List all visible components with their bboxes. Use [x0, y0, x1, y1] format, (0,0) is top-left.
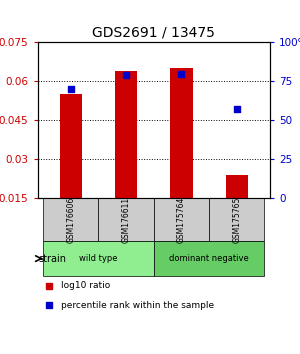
Text: dominant negative: dominant negative [169, 254, 249, 263]
Point [68, 86, 73, 92]
Text: GSM175765: GSM175765 [232, 196, 241, 243]
FancyBboxPatch shape [154, 198, 209, 241]
Text: percentile rank within the sample: percentile rank within the sample [61, 301, 214, 310]
Text: GSM176606: GSM176606 [66, 196, 75, 243]
Point [124, 72, 128, 78]
Point [234, 107, 239, 112]
FancyBboxPatch shape [154, 241, 265, 276]
Bar [60, 95, 82, 198]
Point [179, 71, 184, 76]
FancyBboxPatch shape [209, 198, 265, 241]
Title: GDS2691 / 13475: GDS2691 / 13475 [92, 26, 215, 40]
Bar [226, 175, 248, 198]
FancyBboxPatch shape [98, 198, 154, 241]
Text: GSM176611: GSM176611 [122, 196, 130, 243]
Text: log10 ratio: log10 ratio [61, 281, 110, 290]
Bar [170, 68, 193, 198]
Text: strain: strain [39, 253, 67, 264]
Bar [115, 71, 137, 198]
FancyBboxPatch shape [43, 241, 154, 276]
Text: wild type: wild type [79, 254, 118, 263]
Text: GSM175764: GSM175764 [177, 196, 186, 243]
FancyBboxPatch shape [43, 198, 98, 241]
